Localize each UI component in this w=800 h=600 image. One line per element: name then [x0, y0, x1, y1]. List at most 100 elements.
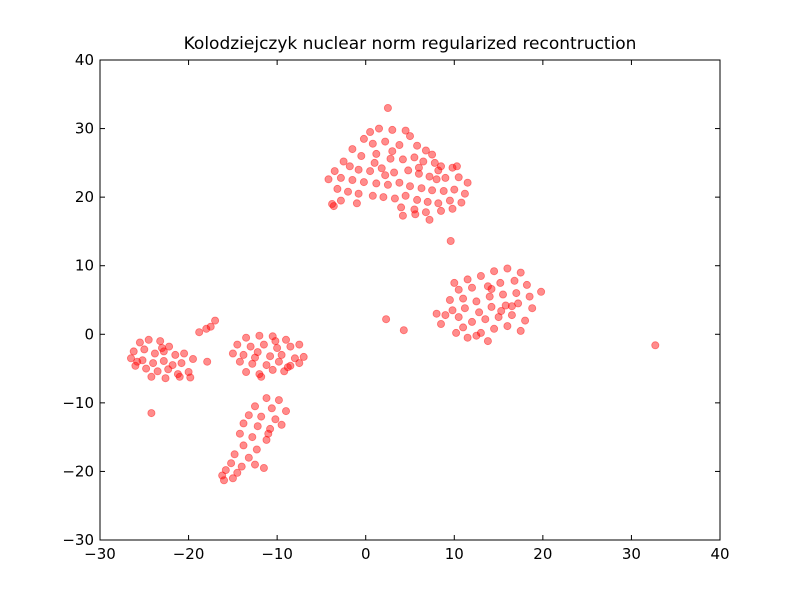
data-point	[246, 342, 255, 351]
data-point	[496, 278, 505, 287]
data-point	[131, 361, 140, 370]
data-point	[259, 340, 268, 349]
data-point	[274, 396, 283, 405]
data-point	[244, 411, 253, 420]
data-point	[430, 158, 439, 167]
data-point	[503, 322, 512, 331]
data-point	[283, 363, 292, 372]
data-point	[253, 422, 262, 431]
data-points	[127, 104, 660, 485]
data-point	[450, 185, 459, 194]
data-point	[381, 137, 390, 146]
data-point	[395, 140, 404, 149]
data-point	[177, 359, 186, 368]
data-point	[522, 280, 531, 289]
data-point	[414, 163, 423, 172]
data-point	[271, 415, 280, 424]
data-point	[267, 404, 276, 413]
data-point	[383, 180, 392, 189]
data-point	[221, 466, 230, 475]
data-point	[452, 162, 461, 171]
data-point	[171, 350, 180, 359]
y-tick-label: −10	[62, 394, 94, 412]
data-point	[395, 178, 404, 187]
x-tick-label: −30	[84, 545, 116, 563]
data-point	[404, 166, 413, 175]
data-point	[237, 462, 246, 471]
data-point	[428, 186, 437, 195]
data-point	[175, 372, 184, 381]
data-point	[345, 162, 354, 171]
data-point	[161, 374, 170, 383]
data-point	[454, 173, 463, 182]
data-point	[295, 340, 304, 349]
data-point	[459, 323, 468, 332]
data-point	[434, 199, 443, 208]
data-point	[233, 468, 242, 477]
data-point	[445, 196, 454, 205]
data-point	[383, 104, 392, 113]
data-point	[490, 324, 499, 333]
data-point	[425, 172, 434, 181]
data-point	[250, 402, 259, 411]
data-point	[228, 474, 237, 483]
data-point	[277, 420, 286, 429]
data-point	[352, 199, 361, 208]
data-point	[405, 182, 414, 191]
data-point	[398, 211, 407, 220]
data-point	[401, 191, 410, 200]
data-point	[436, 319, 445, 328]
data-point	[537, 287, 546, 296]
data-point	[439, 186, 448, 195]
data-point	[368, 139, 377, 148]
data-point	[129, 347, 138, 356]
data-point	[250, 353, 259, 362]
data-point	[460, 304, 469, 313]
data-point	[434, 166, 443, 175]
data-point	[286, 342, 295, 351]
data-point	[324, 175, 333, 184]
data-point	[184, 367, 193, 376]
data-point	[411, 210, 420, 219]
data-point	[354, 165, 363, 174]
data-point	[379, 193, 388, 202]
data-point	[133, 357, 142, 366]
data-point	[336, 196, 345, 205]
data-point	[423, 197, 432, 206]
data-point	[516, 268, 525, 277]
data-point	[366, 167, 375, 176]
data-point	[150, 349, 159, 358]
data-point	[497, 306, 506, 315]
data-point	[472, 297, 481, 306]
data-point	[257, 372, 266, 381]
data-point	[271, 337, 280, 346]
data-point	[476, 271, 485, 280]
x-tick-label: 20	[533, 545, 552, 563]
data-point	[280, 367, 289, 376]
data-point	[354, 189, 363, 198]
data-point	[244, 453, 253, 462]
data-point	[436, 162, 445, 171]
data-point	[233, 340, 242, 349]
y-axis: −30 −20 −10 0 10 20 30 40	[62, 51, 720, 549]
data-point	[368, 191, 377, 200]
data-point	[286, 361, 295, 370]
data-point	[463, 178, 472, 187]
data-point	[266, 424, 275, 433]
data-point	[454, 285, 463, 294]
data-point	[329, 202, 338, 211]
data-point	[366, 127, 375, 136]
data-point	[413, 195, 422, 204]
data-point	[401, 126, 410, 135]
data-point	[257, 412, 266, 421]
data-point	[390, 168, 399, 177]
data-point	[248, 359, 257, 368]
data-point	[250, 460, 259, 469]
data-point	[295, 359, 304, 368]
data-point	[525, 292, 534, 301]
data-point	[239, 350, 248, 359]
data-point	[336, 173, 345, 182]
data-point	[510, 276, 519, 285]
data-point	[227, 459, 236, 468]
